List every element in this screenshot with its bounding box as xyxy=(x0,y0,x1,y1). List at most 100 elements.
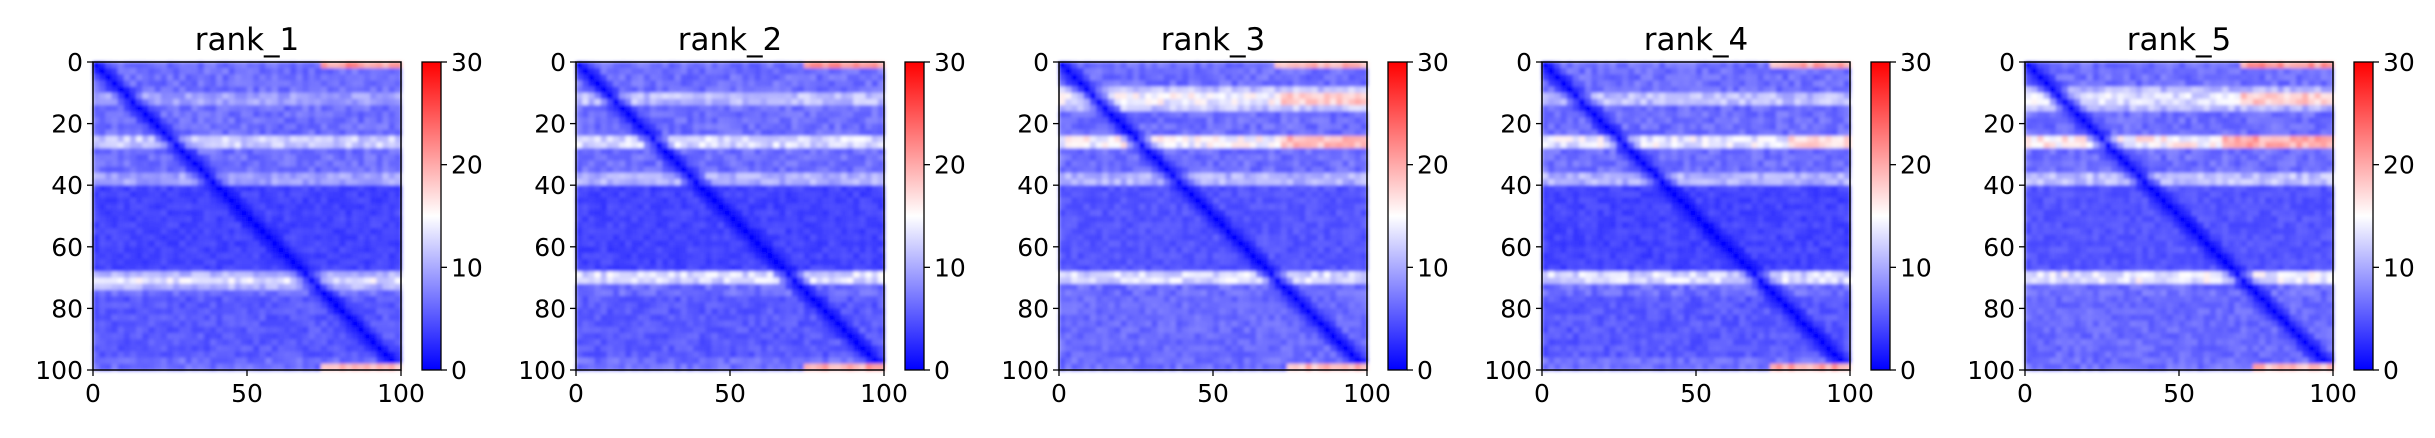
heatmap-cell xyxy=(619,345,627,353)
heatmap-cell xyxy=(308,308,316,316)
heatmap-cell xyxy=(154,363,162,371)
heatmap-cell xyxy=(754,209,762,217)
heatmap-cell xyxy=(766,357,774,365)
heatmap-cell xyxy=(203,117,211,125)
heatmap-cell xyxy=(680,129,688,137)
heatmap-cell xyxy=(136,252,144,260)
heatmap-cell xyxy=(394,117,402,125)
heatmap-cell xyxy=(357,351,365,359)
heatmap-cell xyxy=(822,228,830,236)
heatmap-cell xyxy=(803,135,811,143)
heatmap-cell xyxy=(754,172,762,180)
heatmap-cell xyxy=(699,240,707,248)
heatmap-cell xyxy=(197,209,205,217)
heatmap-cell xyxy=(382,123,390,131)
heatmap-cell xyxy=(222,228,230,236)
heatmap-cell xyxy=(588,209,596,217)
heatmap-cell xyxy=(271,326,279,334)
heatmap-cell xyxy=(296,86,304,94)
heatmap-cell xyxy=(283,74,291,82)
heatmap-cell xyxy=(388,222,396,230)
heatmap-cell xyxy=(754,302,762,310)
heatmap-cell xyxy=(859,246,867,254)
heatmap-cell xyxy=(791,80,799,88)
heatmap-cell xyxy=(142,86,150,94)
heatmap-cell xyxy=(203,246,211,254)
heatmap-cell xyxy=(222,320,230,328)
heatmap-cell xyxy=(711,252,719,260)
heatmap-cell xyxy=(357,129,365,137)
heatmap-cell xyxy=(314,314,322,322)
heatmap-cell xyxy=(625,98,633,106)
heatmap-cell xyxy=(588,308,596,316)
heatmap-cell xyxy=(327,117,335,125)
heatmap-cell xyxy=(247,228,254,236)
heatmap-cell xyxy=(760,216,768,223)
heatmap-cell xyxy=(779,333,787,340)
heatmap-cell xyxy=(185,308,193,316)
heatmap-cell xyxy=(865,123,873,131)
heatmap-cell xyxy=(308,185,316,193)
heatmap-cell xyxy=(779,203,787,211)
heatmap-cell xyxy=(668,62,676,69)
heatmap-cell xyxy=(376,302,384,310)
heatmap-cell xyxy=(865,320,873,328)
heatmap-cell xyxy=(179,135,187,143)
heatmap-cell xyxy=(600,154,608,162)
heatmap-cell xyxy=(773,234,781,242)
heatmap-cell xyxy=(612,308,620,316)
heatmap-cell xyxy=(680,160,688,168)
heatmap-cell xyxy=(816,271,824,279)
heatmap-cell xyxy=(302,129,310,137)
heatmap-cell xyxy=(123,234,131,242)
heatmap-cell xyxy=(320,203,328,211)
heatmap-cell xyxy=(810,135,818,143)
heatmap-cell xyxy=(656,80,664,88)
heatmap-cell xyxy=(600,296,608,304)
heatmap-cell xyxy=(296,62,304,69)
heatmap-cell xyxy=(717,246,725,254)
heatmap-cell xyxy=(576,259,583,267)
heatmap-cell xyxy=(748,191,756,199)
heatmap-cell xyxy=(779,123,787,131)
heatmap-cell xyxy=(803,166,811,174)
heatmap-cell xyxy=(625,222,633,230)
heatmap-cell xyxy=(117,240,125,248)
heatmap-cell xyxy=(723,339,731,347)
heatmap-cell xyxy=(320,216,328,223)
heatmap-cell xyxy=(339,179,347,186)
heatmap-cell xyxy=(203,148,211,156)
heatmap-cell xyxy=(625,209,633,217)
heatmap-cell xyxy=(265,234,273,242)
heatmap-cell xyxy=(730,314,737,322)
heatmap-cell xyxy=(723,160,731,168)
heatmap-cell xyxy=(828,166,836,174)
heatmap-cell xyxy=(296,166,304,174)
heatmap-cell xyxy=(203,326,211,334)
heatmap-cell xyxy=(247,148,254,156)
heatmap-cell xyxy=(840,289,848,297)
heatmap-cell xyxy=(612,228,620,236)
heatmap-cell xyxy=(302,191,310,199)
heatmap-cell xyxy=(185,154,193,162)
heatmap-cell xyxy=(166,117,174,125)
heatmap-cell xyxy=(730,302,737,310)
heatmap-cell xyxy=(247,123,254,131)
heatmap-cell xyxy=(185,197,193,205)
heatmap-cell xyxy=(736,172,744,180)
heatmap-cell xyxy=(877,86,885,94)
heatmap-cell xyxy=(773,271,781,279)
heatmap-cell xyxy=(388,246,396,254)
heatmap-cell xyxy=(234,339,242,347)
heatmap-cell xyxy=(228,129,236,137)
heatmap-cell xyxy=(357,357,365,365)
heatmap-cell xyxy=(222,240,230,248)
heatmap-cell xyxy=(600,86,608,94)
heatmap-cell xyxy=(345,160,353,168)
heatmap-cell xyxy=(185,172,193,180)
heatmap-cell xyxy=(717,197,725,205)
heatmap-cell xyxy=(717,209,725,217)
heatmap-cell xyxy=(247,234,254,242)
heatmap-cell xyxy=(142,154,150,162)
heatmap-cell xyxy=(822,296,830,304)
